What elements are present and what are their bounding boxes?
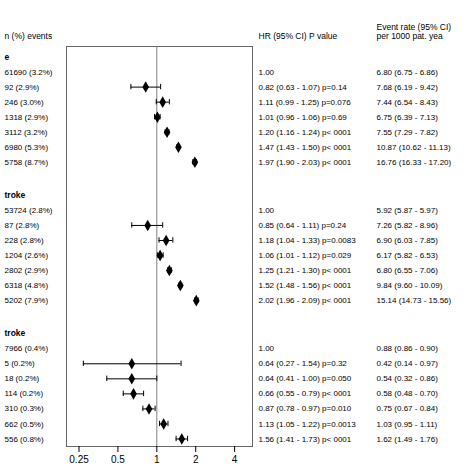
svg-text:53724 (2.8%): 53724 (2.8%)	[5, 206, 53, 215]
svg-text:1.00: 1.00	[259, 206, 275, 215]
svg-text:10.87 (10.62 - 11.13): 10.87 (10.62 - 11.13)	[377, 143, 451, 152]
svg-text:1.06 (1.01 - 1.12) p=0.029: 1.06 (1.01 - 1.12) p=0.029	[259, 251, 352, 260]
svg-text:556 (0.8%): 556 (0.8%)	[5, 435, 44, 444]
svg-text:228 (2.8%): 228 (2.8%)	[5, 236, 44, 245]
svg-text:0.25: 0.25	[69, 454, 89, 465]
svg-text:troke: troke	[5, 190, 26, 200]
svg-text:0.82 (0.63 - 1.07) p=0.14: 0.82 (0.63 - 1.07) p=0.14	[259, 83, 348, 92]
svg-text:1.62 (1.49 - 1.76): 1.62 (1.49 - 1.76)	[377, 435, 439, 444]
svg-text:7.26 (5.82 - 8.96): 7.26 (5.82 - 8.96)	[377, 221, 439, 230]
svg-text:2.02 (1.96 - 2.09) p< 0001: 2.02 (1.96 - 2.09) p< 0001	[259, 296, 352, 305]
svg-text:9.84 (9.60 - 10.09): 9.84 (9.60 - 10.09)	[377, 281, 443, 290]
svg-text:1.20 (1.16 - 1.24) p< 0001: 1.20 (1.16 - 1.24) p< 0001	[259, 128, 352, 137]
svg-text:1.13 (1.05 - 1.22) p=0.0013: 1.13 (1.05 - 1.22) p=0.0013	[259, 420, 357, 429]
svg-text:5.92 (5.87 - 5.97): 5.92 (5.87 - 5.97)	[377, 206, 439, 215]
svg-text:1.47 (1.43 - 1.50) p< 0001: 1.47 (1.43 - 1.50) p< 0001	[259, 143, 352, 152]
svg-text:1.56 (1.41 - 1.73) p< 0001: 1.56 (1.41 - 1.73) p< 0001	[259, 435, 352, 444]
svg-text:7966 (0.4%): 7966 (0.4%)	[5, 344, 49, 353]
svg-text:0.64 (0.27 - 1.54) p=0.32: 0.64 (0.27 - 1.54) p=0.32	[259, 359, 348, 368]
svg-text:1.00: 1.00	[259, 68, 275, 77]
svg-text:0.75 (0.67 - 0.84): 0.75 (0.67 - 0.84)	[377, 404, 439, 413]
svg-text:0.64 (0.41 - 1.00) p=0.050: 0.64 (0.41 - 1.00) p=0.050	[259, 374, 352, 383]
svg-text:1.11 (0.99 - 1.25) p=0.076: 1.11 (0.99 - 1.25) p=0.076	[259, 98, 352, 107]
svg-text:3112 (3.2%): 3112 (3.2%)	[5, 128, 48, 137]
svg-text:1.03 (0.95 - 1.11): 1.03 (0.95 - 1.11)	[377, 420, 438, 429]
svg-text:1.18 (1.04 - 1.33) p=0.0083: 1.18 (1.04 - 1.33) p=0.0083	[259, 236, 357, 245]
svg-text:Event rate (95% CI)per 1000 pa: Event rate (95% CI)per 1000 pat. yea	[377, 22, 452, 41]
svg-text:16.76 (16.33 - 17.20): 16.76 (16.33 - 17.20)	[377, 158, 452, 167]
svg-text:2802 (2.9%): 2802 (2.9%)	[5, 266, 49, 275]
svg-text:5758 (8.7%): 5758 (8.7%)	[5, 158, 49, 167]
svg-text:0.87 (0.78 - 0.97) p=0.010: 0.87 (0.78 - 0.97) p=0.010	[259, 404, 352, 413]
svg-text:1318 (2.9%): 1318 (2.9%)	[5, 113, 49, 122]
svg-text:662 (0.5%): 662 (0.5%)	[5, 420, 44, 429]
svg-text:e: e	[5, 52, 10, 62]
svg-text:2: 2	[193, 454, 199, 465]
svg-text:6.90 (6.03 - 7.85): 6.90 (6.03 - 7.85)	[377, 236, 439, 245]
svg-text:0.88 (0.86 - 0.90): 0.88 (0.86 - 0.90)	[377, 344, 439, 353]
svg-text:6.80 (6.55 - 7.06): 6.80 (6.55 - 7.06)	[377, 266, 439, 275]
svg-text:6318 (4.8%): 6318 (4.8%)	[5, 281, 49, 290]
svg-text:18 (0.2%): 18 (0.2%)	[5, 374, 40, 383]
svg-text:1.52 (1.48 - 1.56) p< 0001: 1.52 (1.48 - 1.56) p< 0001	[259, 281, 352, 290]
svg-text:1204 (2.6%): 1204 (2.6%)	[5, 251, 49, 260]
svg-text:246 (3.0%): 246 (3.0%)	[5, 98, 44, 107]
svg-text:1.97 (1.90 - 2.03) p< 0001: 1.97 (1.90 - 2.03) p< 0001	[259, 158, 352, 167]
svg-text:1.01 (0.96 - 1.06) p=0.69: 1.01 (0.96 - 1.06) p=0.69	[259, 113, 348, 122]
svg-text:5202 (7.9%): 5202 (7.9%)	[5, 296, 49, 305]
svg-text:6.80 (6.75 - 6.86): 6.80 (6.75 - 6.86)	[377, 68, 439, 77]
svg-text:92 (2.9%): 92 (2.9%)	[5, 83, 40, 92]
svg-text:61690 (3.2%): 61690 (3.2%)	[5, 68, 53, 77]
svg-text:1.00: 1.00	[259, 344, 275, 353]
svg-text:5 (0.2%): 5 (0.2%)	[5, 359, 36, 368]
svg-text:6980 (5.3%): 6980 (5.3%)	[5, 143, 49, 152]
svg-text:87 (2.8%): 87 (2.8%)	[5, 221, 40, 230]
svg-text:troke: troke	[5, 328, 26, 338]
svg-text:310 (0.3%): 310 (0.3%)	[5, 404, 44, 413]
svg-text:1: 1	[154, 454, 160, 465]
svg-text:0.54 (0.32 - 0.86): 0.54 (0.32 - 0.86)	[377, 374, 439, 383]
svg-text:6.17 (5.82 - 6.53): 6.17 (5.82 - 6.53)	[377, 251, 439, 260]
svg-text:0.42 (0.14 - 0.97): 0.42 (0.14 - 0.97)	[377, 359, 439, 368]
svg-text:7.44 (6.54 - 8.43): 7.44 (6.54 - 8.43)	[377, 98, 439, 107]
svg-text:0.85 (0.64 - 1.11) p=0.24: 0.85 (0.64 - 1.11) p=0.24	[259, 221, 347, 230]
svg-text:114 (0.2%): 114 (0.2%)	[5, 389, 44, 398]
svg-text:n (%) events: n (%) events	[5, 31, 53, 41]
svg-text:7.55 (7.29 - 7.82): 7.55 (7.29 - 7.82)	[377, 128, 439, 137]
svg-text:15.14 (14.73 - 15.56): 15.14 (14.73 - 15.56)	[377, 296, 452, 305]
svg-text:7.68 (6.19 - 9.42): 7.68 (6.19 - 9.42)	[377, 83, 439, 92]
svg-text:0.5: 0.5	[111, 454, 125, 465]
svg-text:HR (95% CI) P value: HR (95% CI) P value	[259, 31, 338, 41]
svg-text:4: 4	[232, 454, 238, 465]
svg-text:1.25 (1.21 - 1.30) p< 0001: 1.25 (1.21 - 1.30) p< 0001	[259, 266, 352, 275]
svg-text:0.58 (0.48 - 0.70): 0.58 (0.48 - 0.70)	[377, 389, 439, 398]
svg-text:0.66 (0.55 - 0.79) p< 0001: 0.66 (0.55 - 0.79) p< 0001	[259, 389, 352, 398]
svg-text:6.75 (6.39 - 7.13): 6.75 (6.39 - 7.13)	[377, 113, 439, 122]
